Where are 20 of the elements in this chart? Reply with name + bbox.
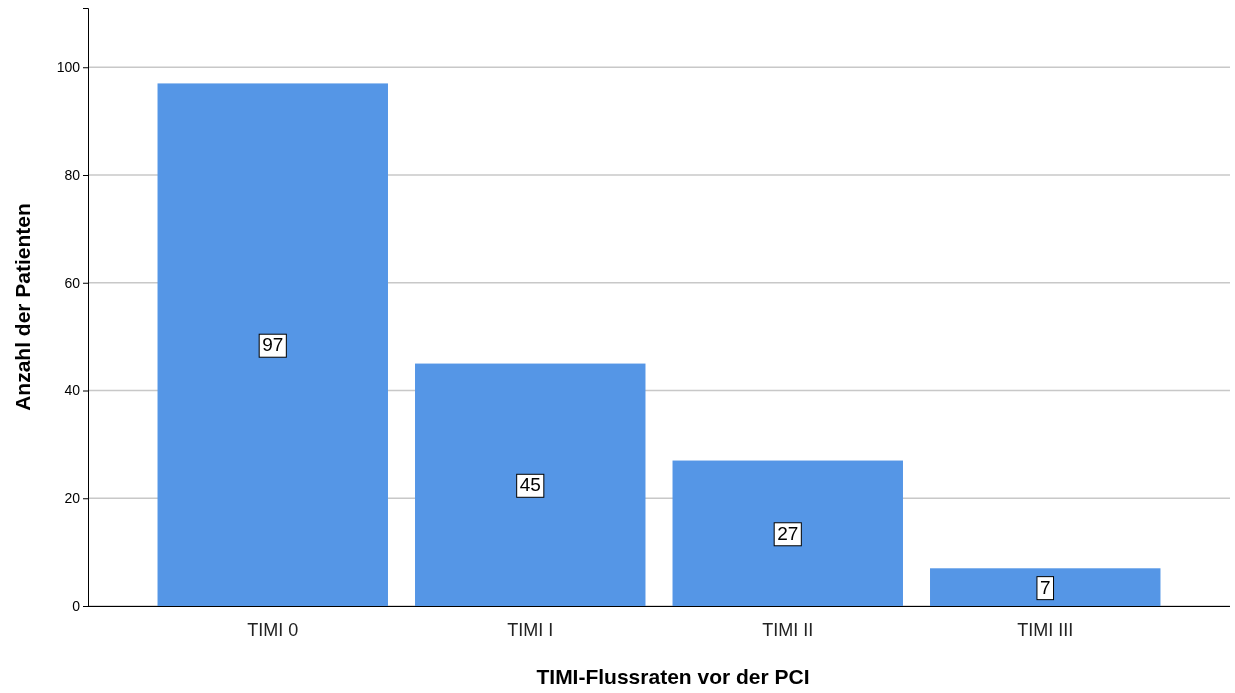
x-tick-label: TIMI III xyxy=(1017,620,1074,640)
y-tick-label: 100 xyxy=(56,59,81,76)
x-tick-label: TIMI I xyxy=(507,620,554,640)
data-label: 27 xyxy=(777,522,799,544)
bar xyxy=(930,568,1161,606)
x-tick-label: TIMI II xyxy=(762,620,814,640)
data-label: 45 xyxy=(519,474,541,496)
data-label: 97 xyxy=(262,334,284,356)
y-tick-label: 80 xyxy=(64,166,81,183)
x-tick-label: TIMI 0 xyxy=(247,620,299,640)
bar xyxy=(415,363,646,606)
y-tick-label: 40 xyxy=(64,382,81,399)
y-axis-title: Anzahl der Patienten xyxy=(11,203,34,411)
y-tick-label: 60 xyxy=(64,274,81,291)
x-axis-title: TIMI-Flussraten vor der PCI xyxy=(536,665,810,688)
y-tick-label: 20 xyxy=(64,490,81,507)
bar xyxy=(672,460,903,606)
data-label: 7 xyxy=(1039,576,1051,598)
y-tick-label: 0 xyxy=(72,597,81,614)
bar xyxy=(157,83,388,606)
